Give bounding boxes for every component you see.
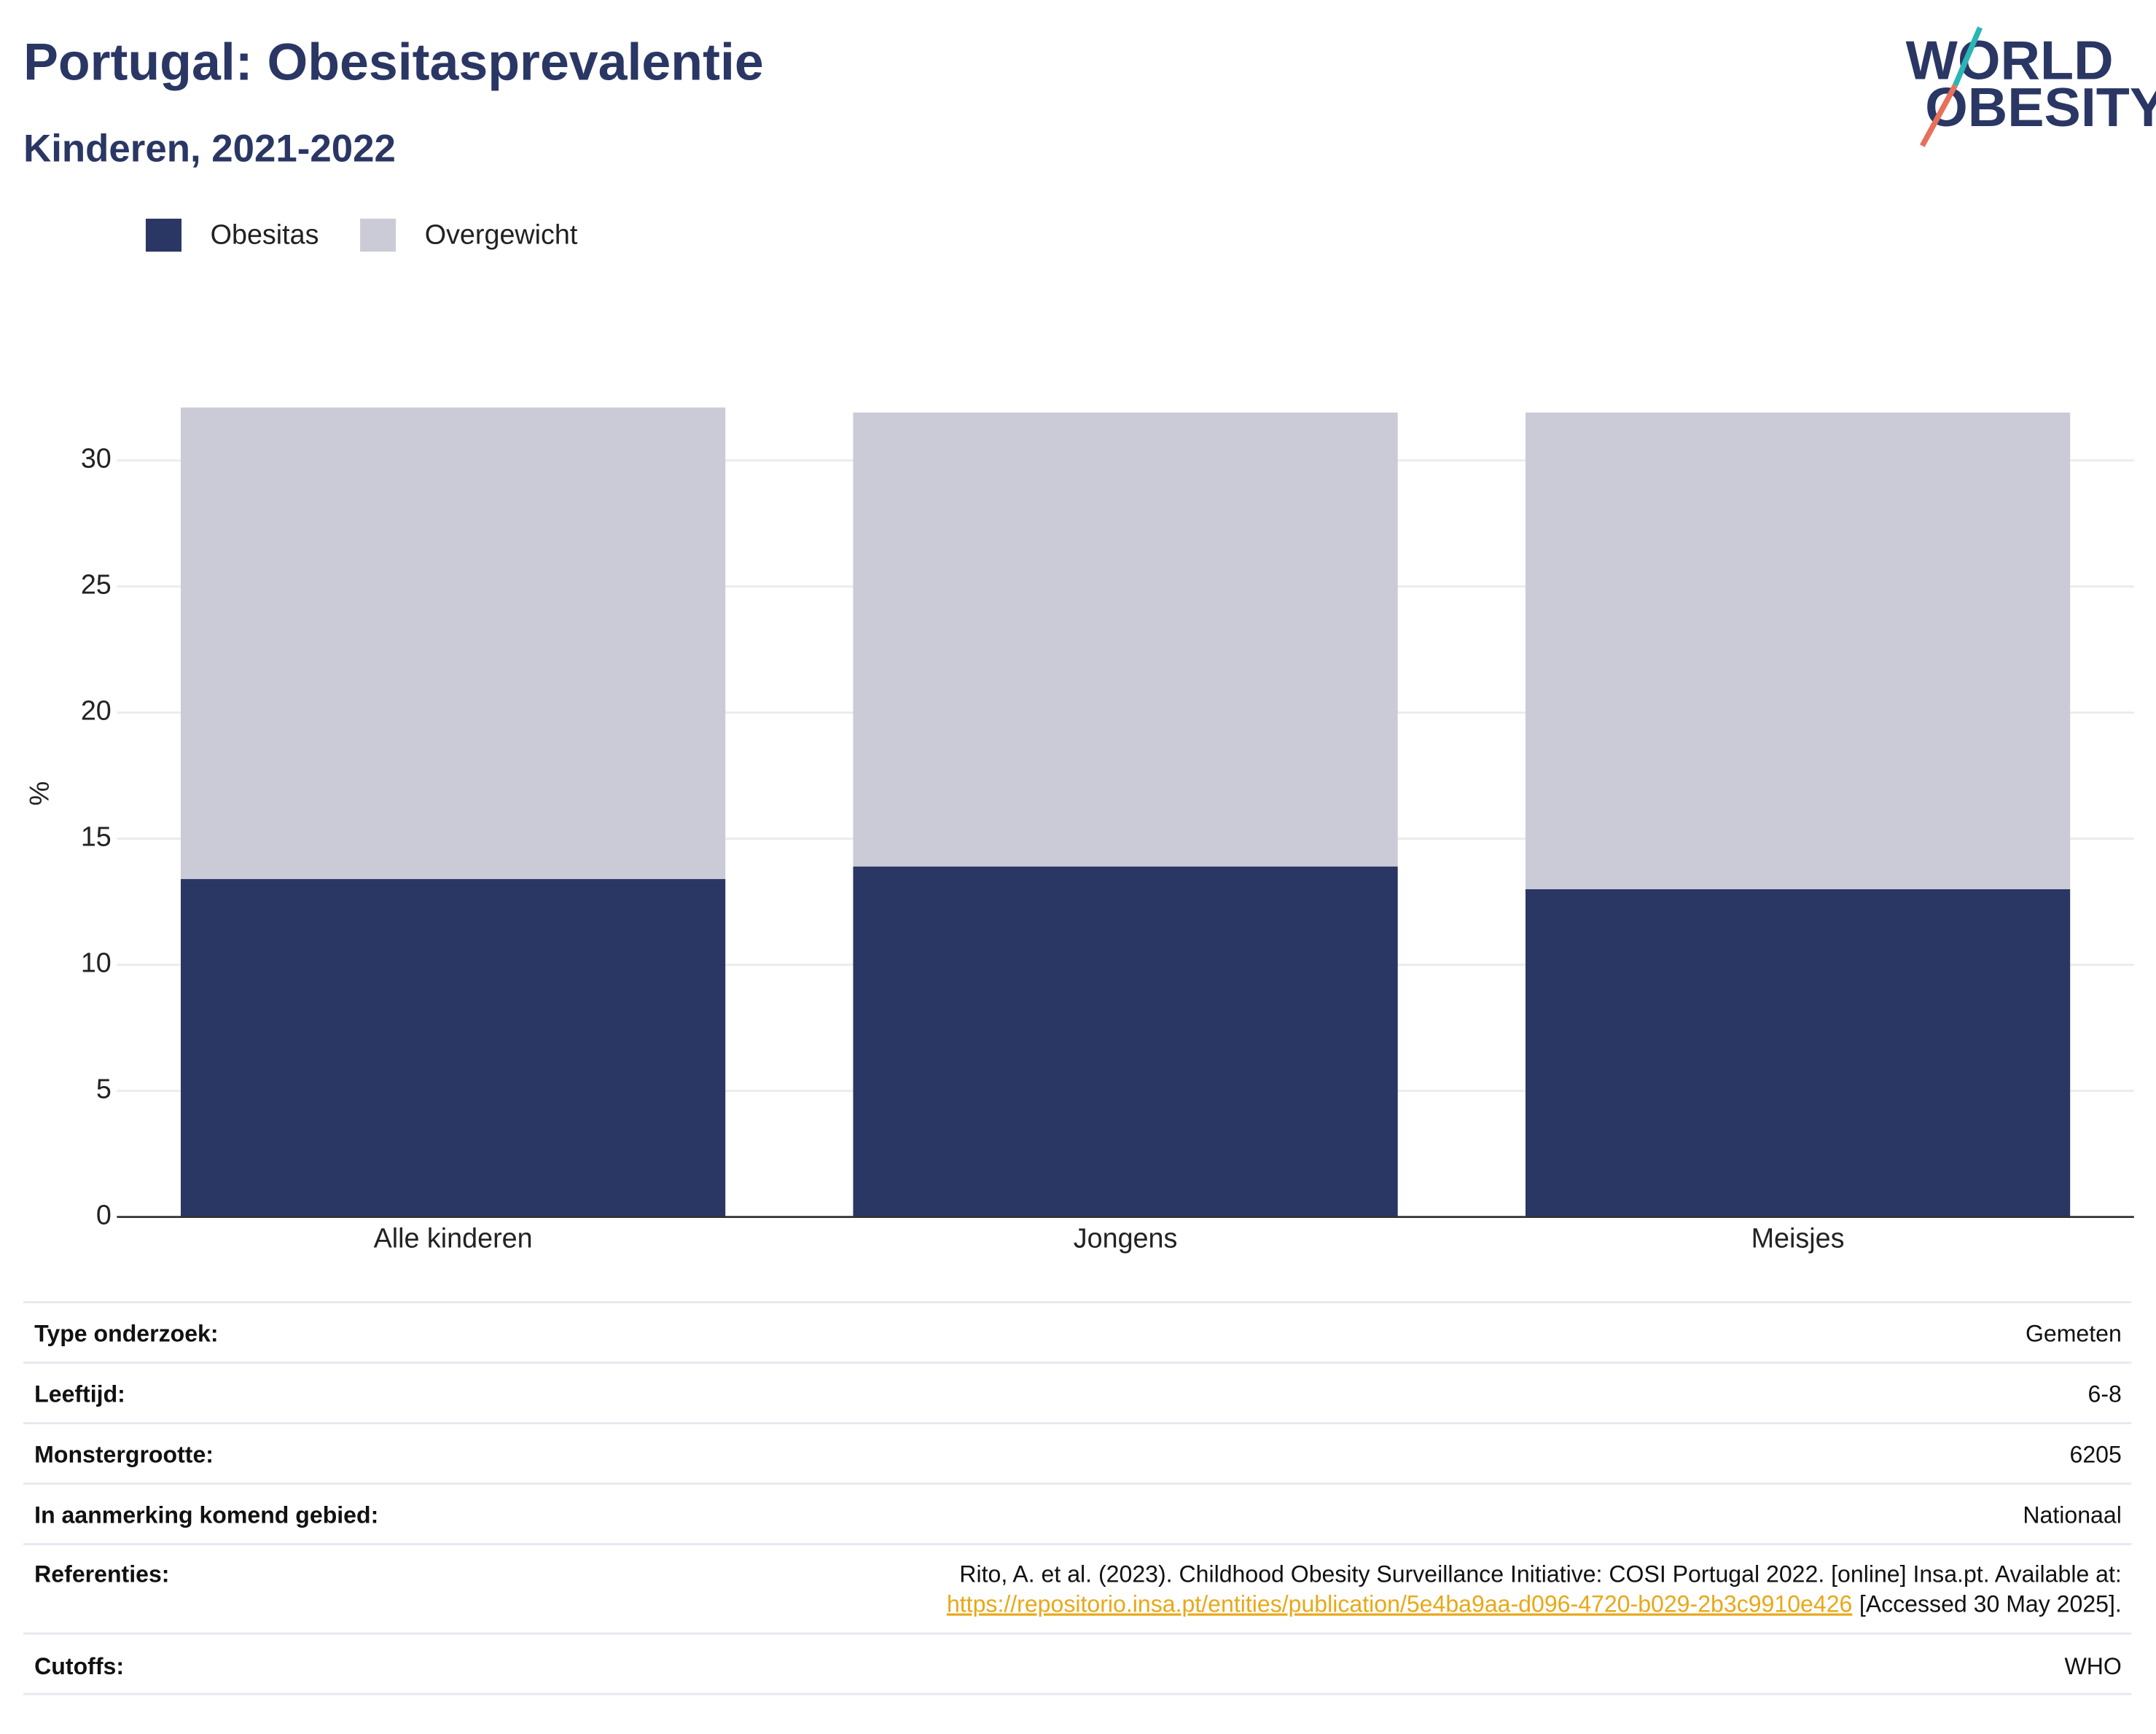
y-tick-label: 30 (81, 443, 112, 474)
reference-line: https://repositorio.insa.pt/entities/pub… (947, 1591, 2122, 1617)
row-value: WHO (2064, 1653, 2121, 1679)
row-label: Leeftijd: (34, 1380, 125, 1407)
reference-link[interactable]: https://repositorio.insa.pt/entities/pub… (947, 1591, 1852, 1617)
y-axis-label: % (24, 781, 55, 806)
legend-label: Obesitas (211, 219, 319, 250)
reference-text: Rito, A. et al. (2023). Childhood Obesit… (959, 1561, 2122, 1587)
row-label: Referenties: (34, 1561, 169, 1587)
chart-title: Portugal: Obesitasprevalentie (23, 34, 764, 92)
y-tick-label: 0 (96, 1200, 112, 1230)
legend-swatch (360, 219, 397, 252)
row-value: Gemeten (2026, 1320, 2122, 1346)
x-tick-label: Meisjes (1751, 1223, 1845, 1254)
row-label: Monstergrootte: (34, 1441, 214, 1467)
row-label: Type onderzoek: (34, 1320, 218, 1346)
bar (853, 866, 1398, 1217)
y-tick-label: 5 (96, 1074, 112, 1104)
reference-after: [Accessed 30 May 2025]. (1859, 1591, 2122, 1617)
y-tick-label: 10 (81, 948, 112, 978)
logo-slash (1953, 26, 1983, 87)
logo-text: WORLD (1906, 30, 2114, 91)
logo-slash (1919, 84, 1958, 147)
bar (180, 879, 726, 1217)
bar (1525, 413, 2071, 889)
x-tick-label: Jongens (1074, 1223, 1178, 1254)
chart-subtitle: Kinderen, 2021-2022 (23, 128, 396, 171)
bar (1525, 889, 2071, 1217)
row-label: Cutoffs: (34, 1653, 124, 1679)
y-tick-label: 20 (81, 695, 112, 726)
x-tick-label: Alle kinderen (374, 1223, 533, 1254)
y-tick-label: 25 (81, 569, 112, 600)
row-value: 6-8 (2087, 1380, 2121, 1407)
y-tick-label: 15 (81, 821, 112, 852)
legend-label: Overgewicht (425, 219, 578, 250)
logo-text: OBESITY (1925, 77, 2156, 138)
row-value: 6205 (2070, 1441, 2122, 1467)
legend-swatch (145, 219, 182, 252)
bar (180, 407, 726, 880)
row-value: Nationaal (2023, 1501, 2121, 1528)
row-label: In aanmerking komend gebied: (34, 1501, 378, 1528)
bar (853, 413, 1398, 867)
